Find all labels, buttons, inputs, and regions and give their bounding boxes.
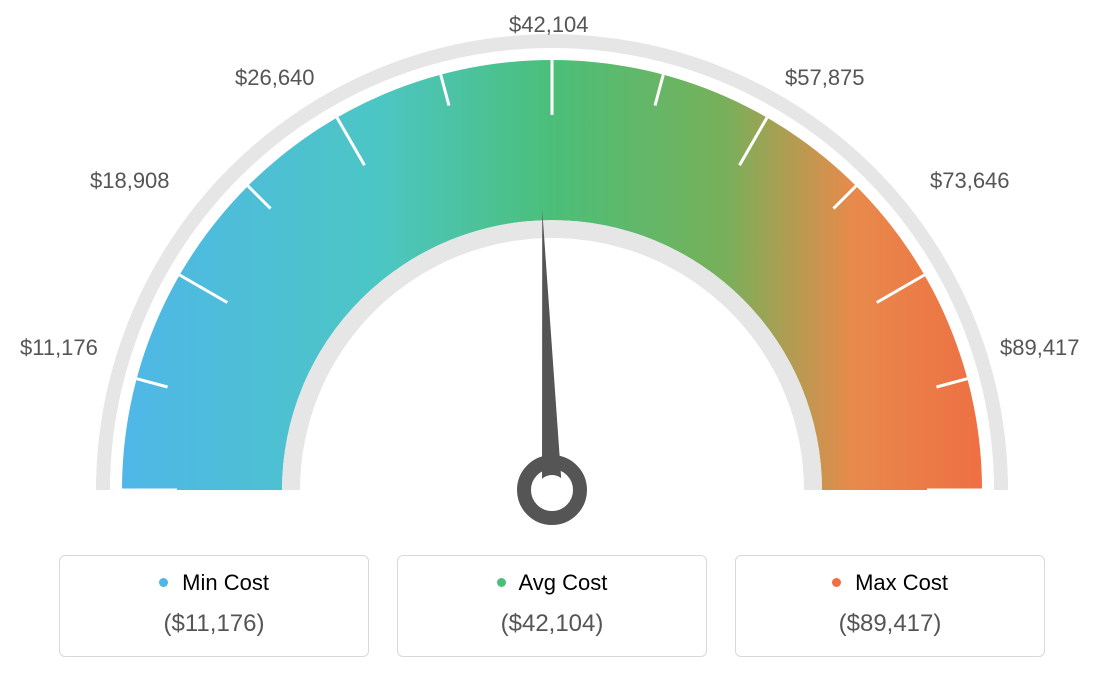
dot-icon (497, 578, 506, 587)
gauge-tick-label: $42,104 (509, 12, 589, 38)
summary-value-max: ($89,417) (746, 610, 1034, 638)
summary-title-label: Min Cost (182, 570, 269, 595)
summary-title-label: Max Cost (855, 570, 948, 595)
gauge-tick-label: $11,176 (20, 335, 98, 361)
summary-card-min: Min Cost ($11,176) (59, 555, 369, 657)
gauge-tick-label: $89,417 (1000, 335, 1080, 361)
summary-card-max: Max Cost ($89,417) (735, 555, 1045, 657)
gauge-tick-label: $18,908 (90, 168, 170, 194)
gauge-tick-label: $26,640 (235, 65, 315, 91)
summary-title-min: Min Cost (70, 570, 358, 596)
summary-value-min: ($11,176) (70, 610, 358, 638)
gauge-svg (0, 0, 1104, 540)
summary-title-max: Max Cost (746, 570, 1034, 596)
summary-title-label: Avg Cost (519, 570, 608, 595)
dot-icon (832, 578, 841, 587)
summary-row: Min Cost ($11,176) Avg Cost ($42,104) Ma… (0, 555, 1104, 657)
summary-card-avg: Avg Cost ($42,104) (397, 555, 707, 657)
gauge-tick-label: $57,875 (785, 65, 865, 91)
dot-icon (159, 578, 168, 587)
summary-value-avg: ($42,104) (408, 610, 696, 638)
gauge-tick-label: $73,646 (930, 168, 1010, 194)
gauge-chart: $11,176 $18,908 $26,640 $42,104 $57,875 $73,6… (0, 0, 1104, 540)
summary-title-avg: Avg Cost (408, 570, 696, 596)
